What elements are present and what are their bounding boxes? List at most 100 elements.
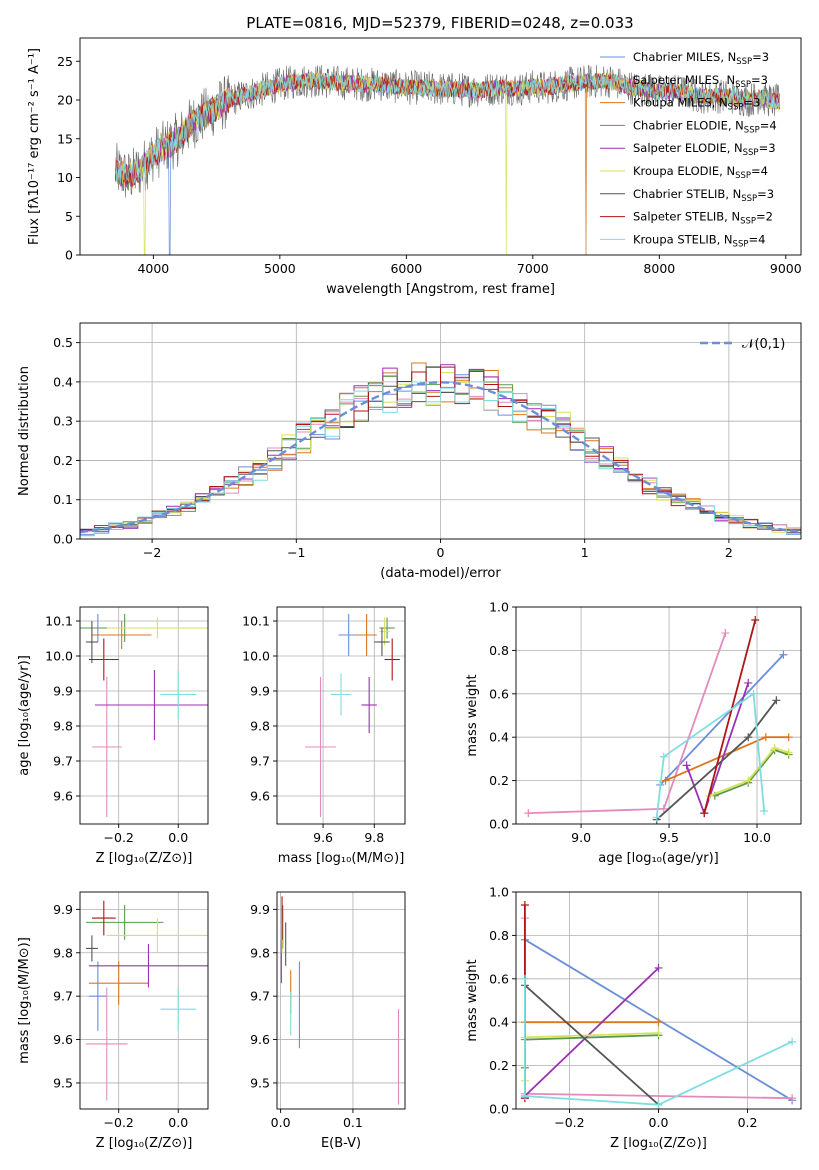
error-bar-point <box>361 677 377 733</box>
weight-series-5 <box>709 746 789 797</box>
error-bar-point <box>338 614 359 656</box>
x-tick-label: 0.0 <box>271 1115 291 1130</box>
axes-frame <box>276 606 406 825</box>
plot-area <box>115 64 780 255</box>
x-tick-label: 9000 <box>770 261 802 276</box>
y-tick-label: 25 <box>57 54 73 69</box>
x-tick-label: 10.0 <box>743 830 771 845</box>
x-tick-label: −1 <box>287 545 305 560</box>
error-bar-point <box>106 617 208 639</box>
axes-frame <box>276 891 406 1110</box>
legend-entry: Salpeter MILES, NSSP=3 <box>633 73 768 90</box>
legend-entry: Chabrier STELIB, NSSP=3 <box>633 187 774 204</box>
error-bar-point <box>91 621 152 649</box>
x-tick-label: 0 <box>437 545 445 560</box>
x-tick-label: 9.0 <box>571 830 591 845</box>
x-tick-label: 8000 <box>643 261 675 276</box>
legend: Chabrier MILES, NSSP=3 Salpeter MILES, NS… <box>600 50 777 249</box>
y-tick-label: 9.6 <box>250 789 270 804</box>
panel-weight_vs_Z: −0.2 0.0 0.2 0.0 0.2 0.4 0.6 0.8 1.0 Z [log₁₀(Z/Z… <box>465 885 802 1151</box>
y-tick-label: 0.1 <box>53 492 73 507</box>
legend-entry: Kroupa ELODIE, NSSP=4 <box>633 164 768 181</box>
weight-series-8 <box>655 692 765 818</box>
panel-age_vs_Z: −0.2 0.0 9.6 9.7 9.8 9.9 10.0 10.1 Z [log₁₀(Z/Z⊙… <box>17 606 209 866</box>
error-bar-point <box>94 670 208 740</box>
weight-series-0 <box>659 654 785 786</box>
weight-series-5 <box>524 1032 659 1081</box>
weight-marker <box>760 806 769 815</box>
y-tick-label: 9.6 <box>250 1032 270 1047</box>
y-tick-label: 0.4 <box>53 374 73 389</box>
error-bar-point <box>88 961 107 1031</box>
y-tick-label: 9.7 <box>250 754 270 769</box>
y-tick-label: 15 <box>57 131 73 146</box>
error-bar-point <box>374 628 390 656</box>
weight-marker <box>784 733 793 742</box>
x-tick-label: 4000 <box>137 261 169 276</box>
error-bar-point <box>305 677 336 817</box>
axes-frame <box>79 891 209 1110</box>
x-tick-label: 2 <box>725 545 733 560</box>
y-tick-label: 1.0 <box>489 885 509 900</box>
error-bar-point <box>379 617 390 646</box>
weight-marker <box>654 963 663 972</box>
plot-area <box>80 614 208 817</box>
weight-series-1 <box>528 632 727 814</box>
x-tick-label: 9.6 <box>313 830 333 845</box>
plot-area <box>80 362 801 537</box>
weight-series-8 <box>524 978 793 1106</box>
y-tick-label: 0.0 <box>489 817 509 832</box>
weight-marker <box>744 678 753 687</box>
weight-series-6 <box>656 699 778 821</box>
axes-frame <box>515 891 802 1110</box>
weight-marker <box>788 1094 797 1103</box>
x-tick-label: 0.2 <box>738 1115 758 1130</box>
y-tick-label: 1.0 <box>489 600 509 615</box>
error-bar-point <box>88 944 208 988</box>
x-tick-label: 9.8 <box>364 830 384 845</box>
plot-area <box>524 616 793 824</box>
y-tick-label: 10.1 <box>242 614 270 629</box>
y-tick-label: 0.0 <box>489 1102 509 1117</box>
weight-marker <box>520 901 529 910</box>
y-axis-label: Flux [fλ10⁻¹⁷ erg cm⁻² s⁻¹ A⁻¹] <box>27 48 42 245</box>
weight-series-7 <box>703 619 757 814</box>
y-tick-label: 0.5 <box>53 335 73 350</box>
error-bar-point <box>91 677 122 817</box>
axes-frame <box>79 322 802 540</box>
weight-marker <box>654 1029 663 1038</box>
y-tick-label: 9.8 <box>53 719 73 734</box>
plot-area <box>85 900 208 1101</box>
panel-residuals: −2 −1 0 1 2 0.0 0.1 0.2 0.3 0.4 0.5 (data-model)/er… <box>17 322 802 581</box>
y-tick-label: 9.7 <box>250 989 270 1004</box>
y-tick-label: 0.8 <box>489 928 509 943</box>
weight-marker <box>784 748 793 757</box>
y-tick-label: 9.5 <box>53 1075 73 1090</box>
weight-marker <box>721 629 730 638</box>
y-tick-label: 10.0 <box>242 649 270 664</box>
error-bar-point <box>85 935 98 962</box>
y-tick-label: 9.7 <box>53 989 73 1004</box>
y-axis-label: age [log₁₀(age/yr)] <box>17 655 32 776</box>
weight-marker <box>744 776 753 785</box>
normal-reference-curve <box>80 381 801 534</box>
weight-marker <box>770 744 779 753</box>
y-tick-label: 10.0 <box>45 649 73 664</box>
error-bar-point <box>88 638 119 681</box>
y-tick-label: 9.9 <box>250 684 270 699</box>
y-tick-label: 20 <box>57 93 73 108</box>
weight-marker <box>761 733 770 742</box>
axes-frame <box>515 606 802 825</box>
error-bar-point <box>85 987 128 1101</box>
legend-entry: Salpeter STELIB, NSSP=2 <box>633 210 773 227</box>
y-tick-label: 9.8 <box>250 719 270 734</box>
x-tick-label: −0.2 <box>554 1115 584 1130</box>
y-tick-label: 9.9 <box>53 684 73 699</box>
weight-marker <box>520 974 529 983</box>
x-tick-label: 0.0 <box>168 830 188 845</box>
x-axis-label: wavelength [Angstrom, rest frame] <box>326 282 555 297</box>
x-tick-label: 1 <box>581 545 589 560</box>
weight-series-3 <box>714 749 789 797</box>
weight-marker <box>788 1037 797 1046</box>
